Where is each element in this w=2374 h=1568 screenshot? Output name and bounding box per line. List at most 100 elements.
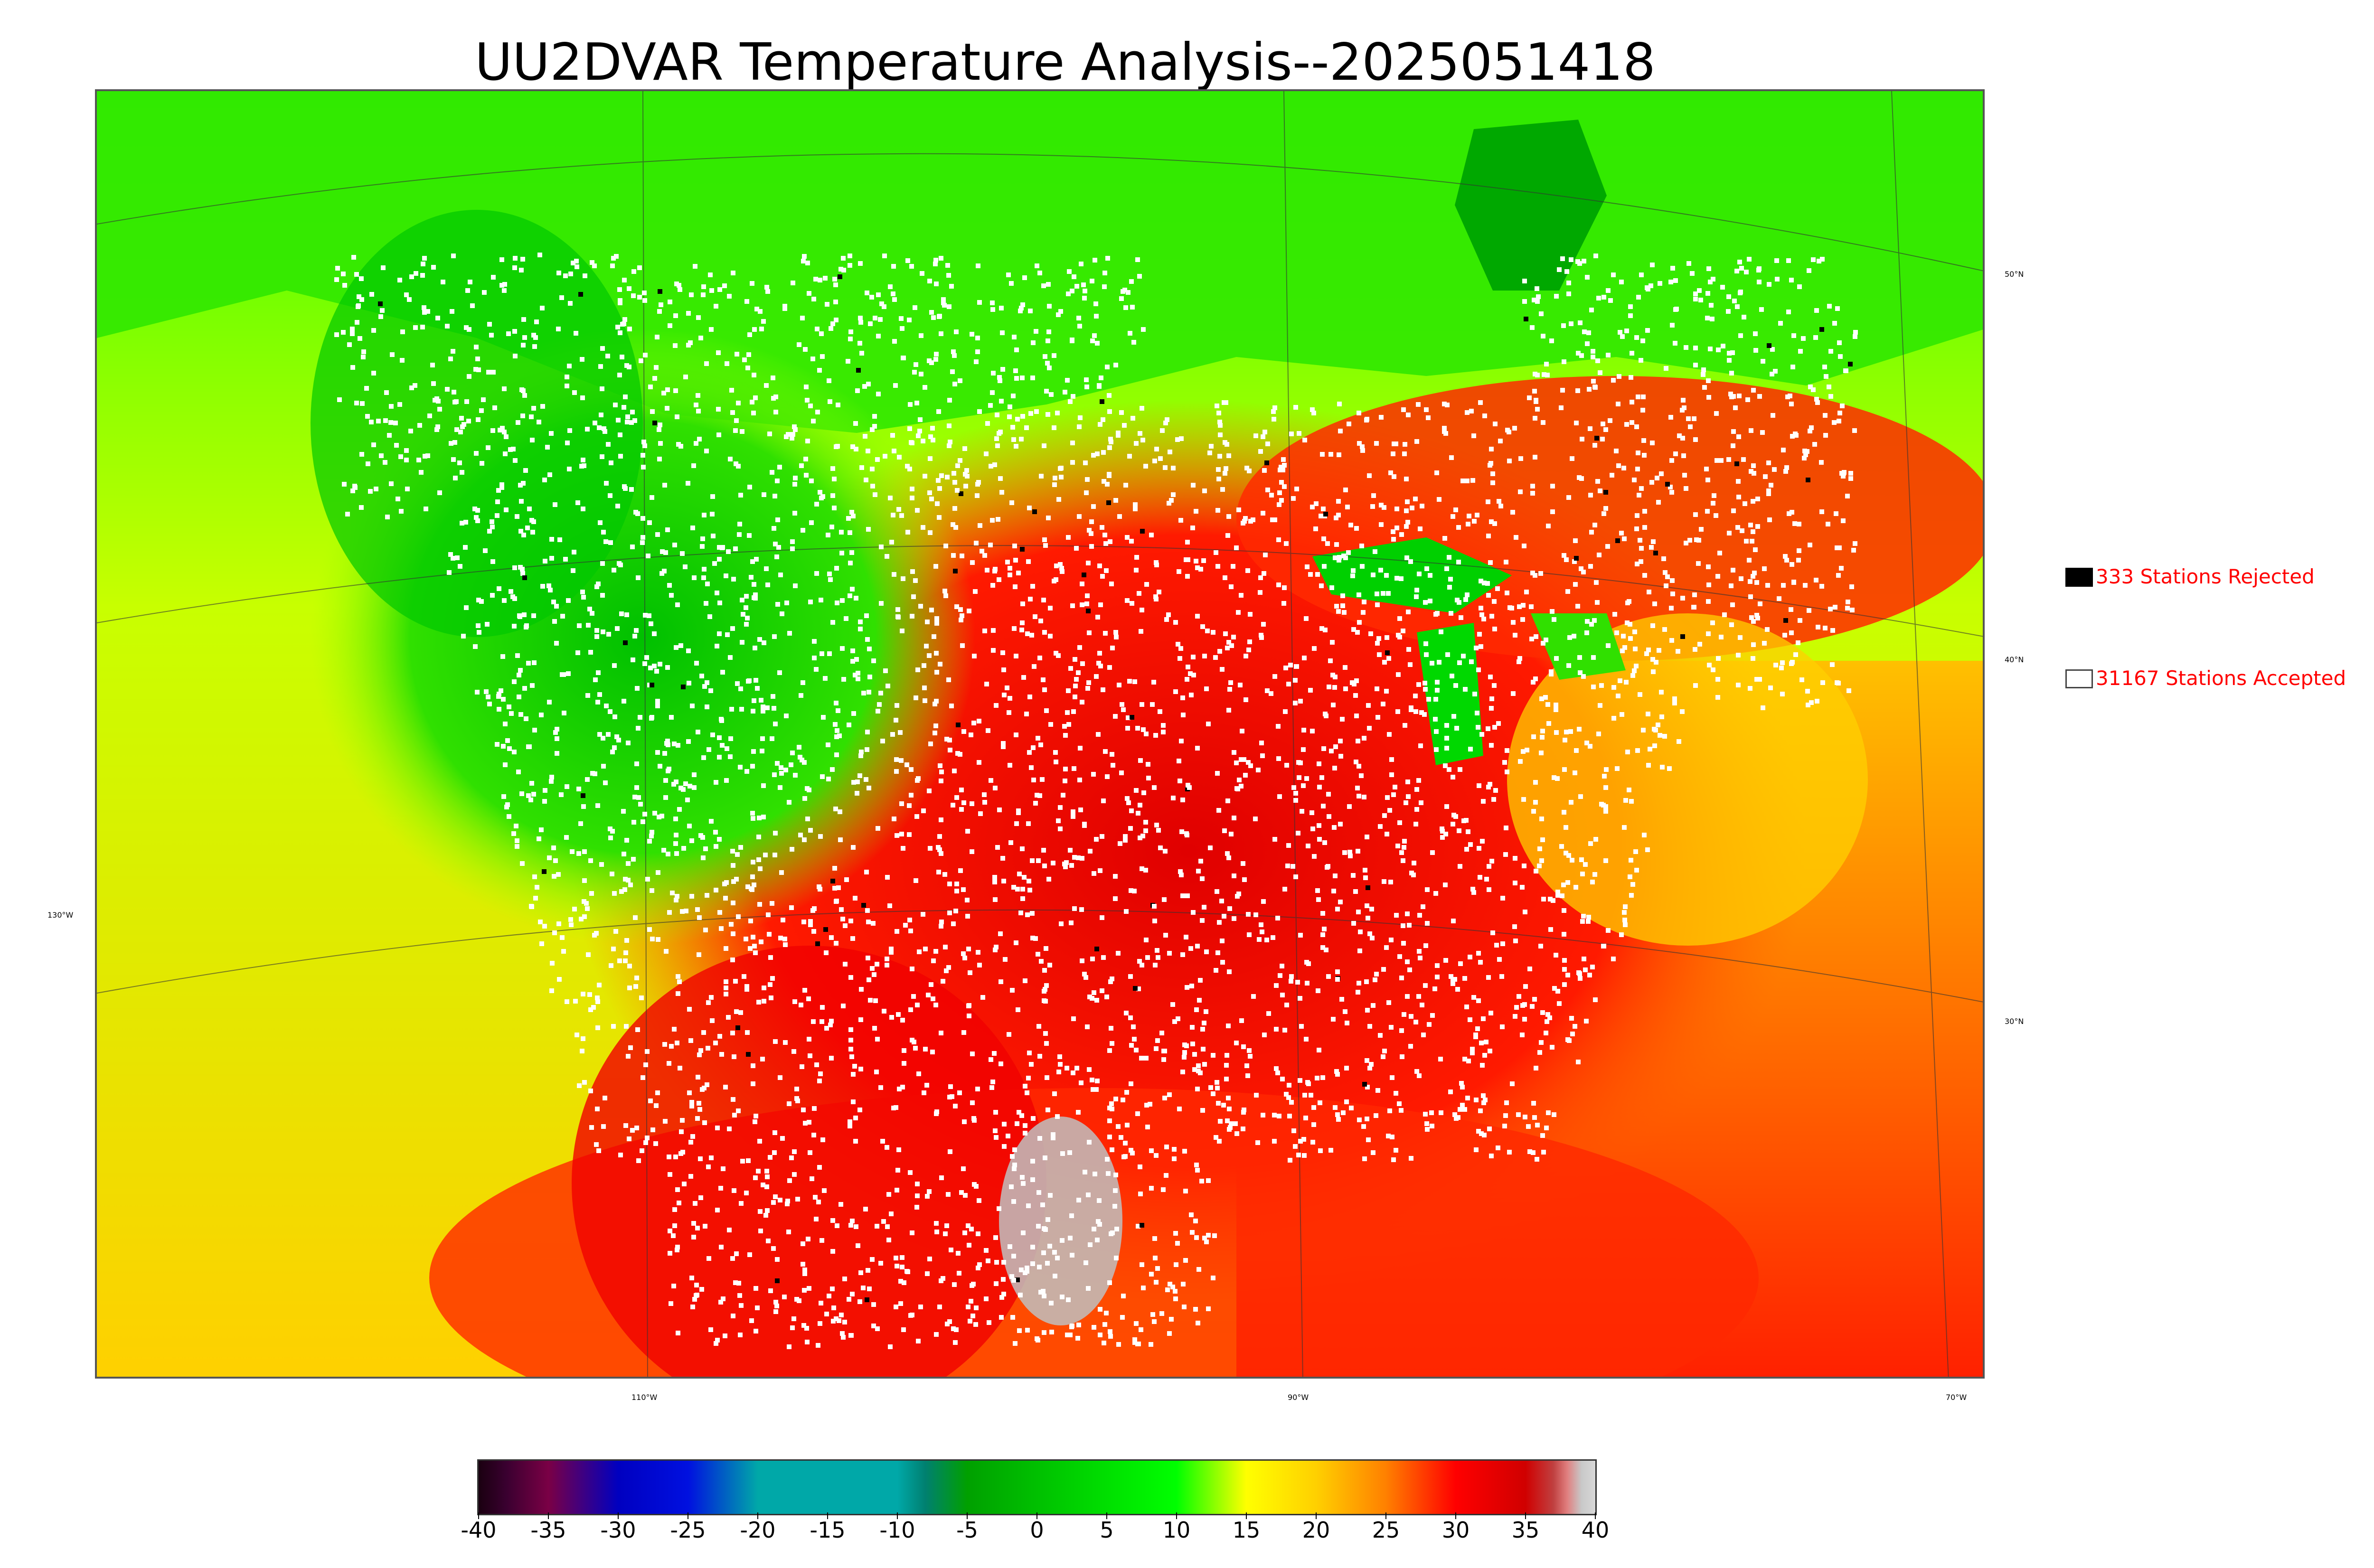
accepted-station: [1060, 1151, 1065, 1156]
accepted-station: [1555, 890, 1560, 894]
accepted-station: [1047, 304, 1052, 309]
accepted-station: [1669, 458, 1674, 463]
accepted-station: [1017, 1110, 1021, 1115]
accepted-station: [1321, 507, 1326, 511]
accepted-station: [1444, 736, 1449, 741]
accepted-station: [560, 935, 565, 940]
accepted-station: [991, 648, 996, 653]
accepted-station: [787, 1178, 792, 1183]
accepted-station: [964, 468, 969, 473]
accepted-station: [1018, 911, 1023, 915]
accepted-station: [657, 815, 661, 819]
accepted-station: [750, 559, 755, 564]
accepted-station: [1195, 1087, 1200, 1091]
accepted-station: [820, 651, 824, 656]
accepted-station: [601, 1124, 606, 1129]
accepted-station: [531, 333, 536, 338]
accepted-station: [1071, 809, 1075, 814]
accepted-station: [877, 702, 882, 707]
accepted-station: [802, 796, 807, 801]
accepted-station: [1043, 1227, 1048, 1232]
accepted-station: [1830, 628, 1835, 633]
accepted-station: [1244, 466, 1249, 470]
accepted-station: [1275, 916, 1280, 920]
accepted-station: [753, 596, 758, 601]
accepted-station: [735, 681, 740, 686]
accepted-station: [1513, 1014, 1517, 1019]
accepted-station: [966, 947, 971, 951]
accepted-station: [1404, 555, 1409, 560]
accepted-station: [865, 730, 870, 734]
accepted-station: [1110, 1041, 1114, 1046]
accepted-station: [1125, 796, 1130, 801]
accepted-station: [1392, 474, 1396, 479]
accepted-station: [1264, 938, 1269, 942]
accepted-station: [518, 483, 523, 488]
accepted-station: [840, 1331, 845, 1336]
accepted-station: [1151, 680, 1156, 685]
accepted-station: [770, 901, 774, 906]
accepted-station: [1362, 1156, 1367, 1161]
accepted-station: [1426, 697, 1431, 702]
accepted-station: [1701, 367, 1706, 372]
accepted-station: [1598, 370, 1602, 375]
accepted-station: [1100, 574, 1105, 579]
accepted-station: [718, 1300, 723, 1305]
accepted-station: [1331, 703, 1336, 707]
accepted-station: [746, 1158, 751, 1163]
accepted-station: [951, 803, 955, 807]
accepted-station: [1834, 511, 1838, 516]
accepted-station: [592, 263, 597, 268]
accepted-station: [915, 778, 920, 783]
accepted-station: [690, 1305, 695, 1309]
accepted-station: [1808, 543, 1812, 547]
accepted-station: [992, 880, 997, 884]
accepted-station: [933, 723, 938, 728]
accepted-station: [1376, 636, 1381, 641]
accepted-station: [839, 530, 844, 535]
accepted-station: [812, 1106, 817, 1111]
accepted-station: [688, 1174, 693, 1179]
accepted-station: [347, 342, 352, 347]
accepted-station: [958, 868, 963, 873]
accepted-station: [1619, 932, 1624, 937]
accepted-station: [1729, 583, 1733, 588]
accepted-station: [486, 370, 491, 375]
accepted-station: [445, 387, 450, 392]
accepted-station: [848, 1047, 853, 1052]
accepted-station: [1134, 1048, 1139, 1052]
accepted-station: [947, 304, 951, 309]
accepted-station: [1629, 858, 1633, 863]
accepted-station: [1408, 559, 1413, 564]
accepted-station: [595, 700, 600, 704]
accepted-station: [1401, 629, 1405, 633]
accepted-station: [1197, 998, 1202, 1003]
accepted-station: [894, 757, 899, 762]
accepted-station: [1801, 336, 1806, 341]
accepted-station: [701, 292, 706, 297]
accepted-station: [1103, 631, 1108, 636]
accepted-station: [754, 1286, 758, 1291]
accepted-station: [703, 928, 708, 932]
accepted-station: [672, 543, 677, 547]
accepted-station: [1192, 1067, 1197, 1072]
accepted-station: [1090, 957, 1095, 961]
accepted-station: [1354, 714, 1359, 718]
accepted-station: [1296, 1153, 1301, 1157]
accepted-station: [1545, 1012, 1550, 1017]
accepted-station: [1768, 685, 1773, 690]
accepted-station: [1038, 619, 1043, 623]
accepted-station: [922, 1090, 926, 1095]
accepted-station: [1239, 1018, 1244, 1023]
accepted-station: [1297, 431, 1301, 436]
accepted-station: [1462, 976, 1467, 981]
accepted-station: [1375, 715, 1380, 720]
accepted-station: [1453, 683, 1458, 688]
accepted-station: [1321, 746, 1326, 751]
accepted-station: [1185, 574, 1190, 579]
accepted-station: [1279, 465, 1283, 469]
accepted-station: [989, 1057, 993, 1062]
accepted-station: [754, 557, 759, 562]
accepted-station: [594, 1142, 599, 1147]
accepted-station: [927, 490, 932, 495]
